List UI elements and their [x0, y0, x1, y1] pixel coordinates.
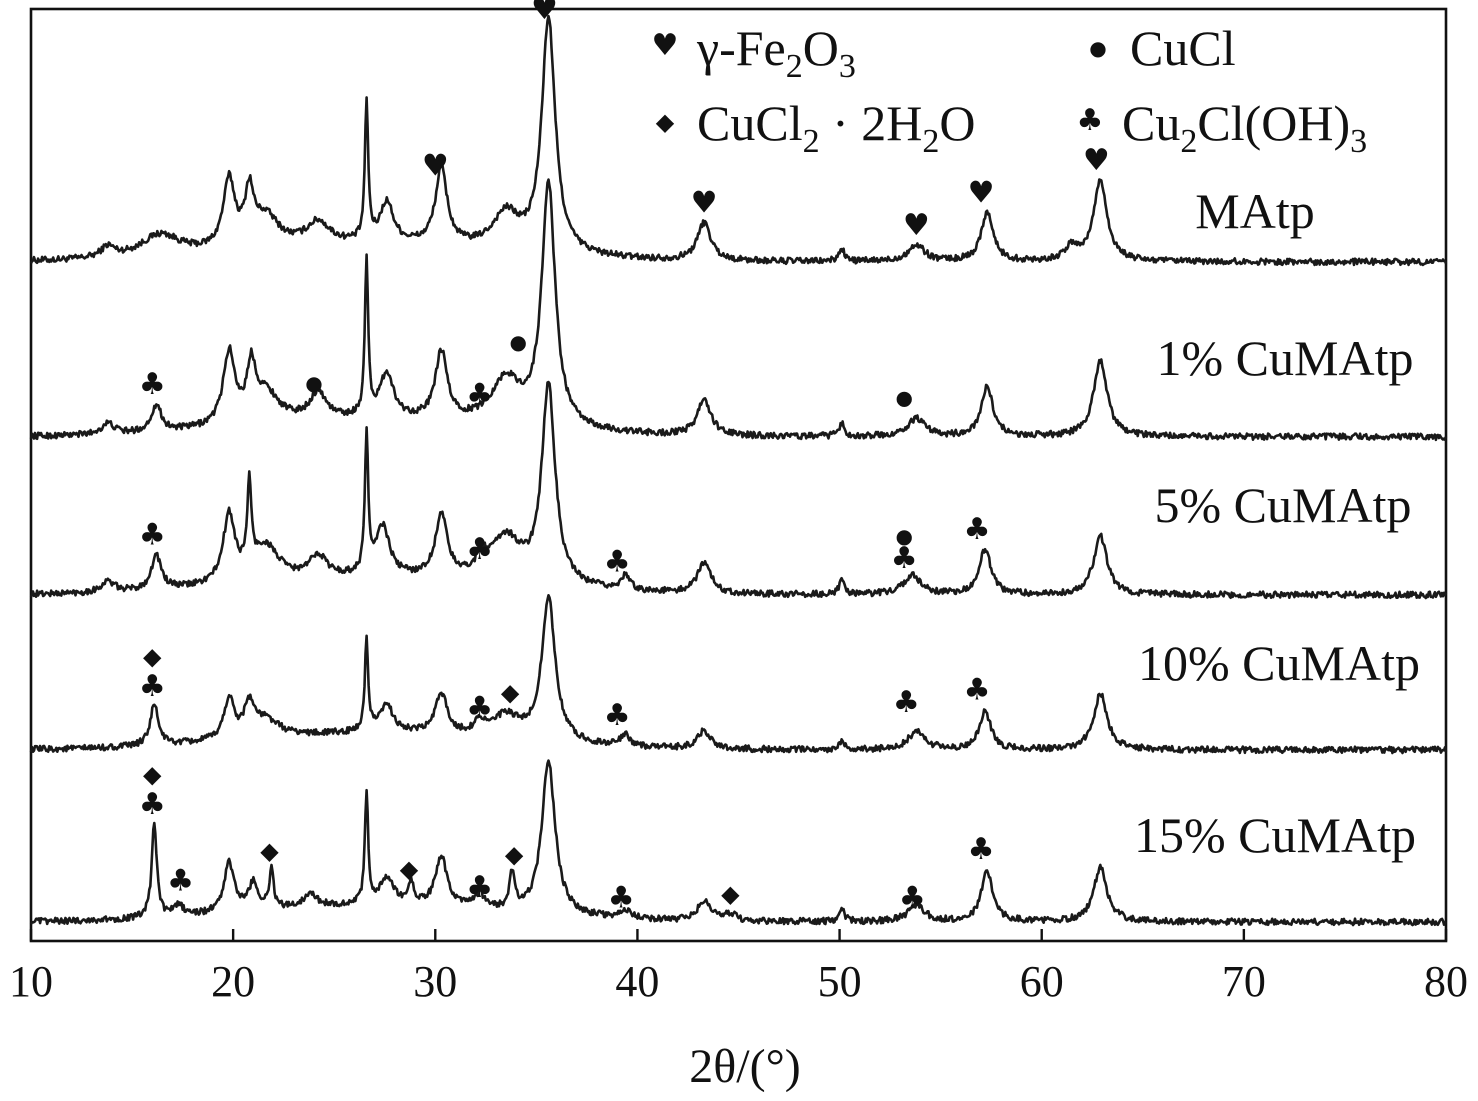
x-tick-label: 80	[1424, 957, 1468, 1006]
circle-marker-icon: ●	[509, 330, 526, 354]
diamond-marker-icon: ◆	[400, 855, 419, 883]
series-line	[29, 14, 1448, 267]
x-axis-ticks: 10 20 30 40 50 60 70 80	[9, 929, 1468, 1006]
diamond-marker-icon: ◆	[505, 841, 524, 869]
series-line	[29, 759, 1447, 927]
series-labels: MAtp 1% CuMAtp 5% CuMAtp 10% CuMAtp 15% CuMA…	[1134, 183, 1420, 863]
club-marker-icon: ♣	[968, 832, 995, 867]
heart-marker-icon: ♥	[422, 149, 449, 184]
club-marker-icon: ♣	[466, 691, 493, 726]
diamond-marker-icon: ◆	[143, 761, 162, 789]
diamond-legend-icon: ◆	[656, 108, 675, 136]
x-tick-label: 40	[615, 957, 659, 1006]
series-label: 15% CuMAtp	[1134, 807, 1416, 863]
club-marker-icon: ♣	[899, 881, 926, 916]
club-marker-icon: ♣	[466, 870, 493, 905]
heart-marker-icon: ♥	[903, 208, 930, 243]
club-legend-icon: ♣	[1077, 103, 1104, 138]
club-marker-icon: ♣	[139, 518, 166, 553]
club-marker-icon: ♣	[964, 673, 991, 708]
heart-marker-icon: ♥	[691, 186, 718, 221]
x-tick-label: 30	[413, 957, 457, 1006]
x-tick-label: 60	[1020, 957, 1064, 1006]
club-marker-icon: ♣	[893, 685, 920, 720]
club-marker-icon: ♣	[139, 669, 166, 704]
series-label: 5% CuMAtp	[1155, 477, 1412, 533]
club-marker-icon: ♣	[466, 378, 493, 413]
peak-markers: ♥♥♥♥♥♥♣ ● ♣●●♣ ♣ ♣●♣♣◆♣♣ ◆♣ ♣ ♣◆♣♣◆◆♣◆♣ ◆ ♣♣	[139, 0, 1110, 916]
heart-marker-icon: ♥	[968, 176, 995, 211]
diamond-marker-icon: ◆	[721, 880, 740, 908]
diamond-marker-icon: ◆	[260, 837, 279, 865]
series-traces	[29, 14, 1448, 927]
legend-entry-label: Cu2Cl(OH)3	[1122, 95, 1367, 160]
series-label: 10% CuMAtp	[1138, 635, 1420, 691]
x-tick-label: 10	[9, 957, 53, 1006]
club-marker-icon: ♣	[608, 881, 635, 916]
heart-marker-icon: ♥	[531, 0, 558, 27]
legend-entry-label: CuCl	[1130, 20, 1236, 76]
x-axis-title: 2θ/(°)	[689, 1040, 801, 1093]
series-line	[29, 380, 1448, 600]
club-marker-icon: ♣	[891, 541, 918, 576]
legend: ♥ γ-Fe2O3 ● CuCl ◆ CuCl2 · 2H2O ♣ Cu2Cl(OH)3	[652, 20, 1368, 160]
diamond-marker-icon: ◆	[143, 643, 162, 671]
club-marker-icon: ♣	[167, 864, 194, 899]
circle-legend-icon: ●	[1089, 36, 1106, 60]
x-tick-label: 50	[818, 957, 862, 1006]
x-tick-label: 20	[211, 957, 255, 1006]
heart-legend-icon: ♥	[652, 28, 679, 63]
club-marker-icon: ♣	[964, 512, 991, 547]
club-marker-icon: ♣	[604, 698, 631, 733]
heart-marker-icon: ♥	[1083, 143, 1110, 178]
series-line	[29, 594, 1448, 755]
series-label: 1% CuMAtp	[1157, 330, 1414, 386]
series-label: MAtp	[1195, 183, 1314, 239]
circle-marker-icon: ●	[896, 386, 913, 410]
diamond-marker-icon: ◆	[501, 679, 520, 707]
club-marker-icon: ♣	[466, 532, 493, 567]
circle-marker-icon: ●	[896, 524, 913, 548]
legend-entry-label: γ-Fe2O3	[696, 20, 856, 85]
circle-marker-icon: ●	[305, 371, 322, 395]
club-marker-icon: ♣	[139, 787, 166, 822]
plot-frame	[29, 7, 1448, 943]
legend-entry-label: CuCl2 · 2H2O	[697, 95, 975, 160]
club-marker-icon: ♣	[139, 367, 166, 402]
club-marker-icon: ♣	[604, 545, 631, 580]
series-line	[29, 178, 1448, 442]
x-tick-label: 70	[1222, 957, 1266, 1006]
